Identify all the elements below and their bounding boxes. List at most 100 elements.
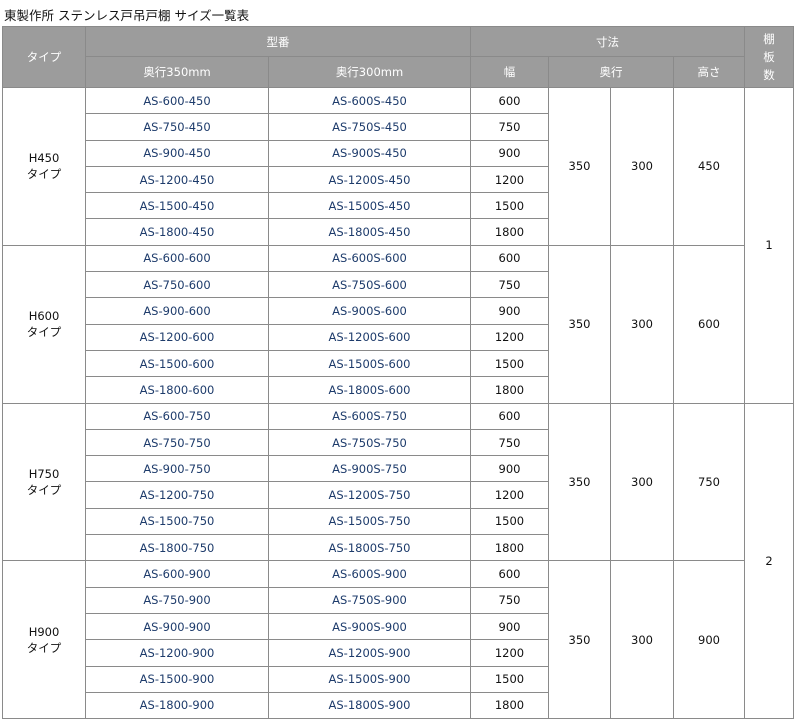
height-cell: 600 xyxy=(673,244,745,404)
model-300-cell: AS-750S-900 xyxy=(268,586,471,614)
model-350-cell: AS-900-450 xyxy=(85,139,269,167)
width-cell: 1800 xyxy=(470,376,549,404)
header-dims: 寸法 xyxy=(470,26,745,57)
model-300-cell: AS-600S-900 xyxy=(268,560,471,588)
header-depth: 奥行 xyxy=(548,56,674,88)
model-350-cell: AS-1500-450 xyxy=(85,192,269,220)
model-350-cell: AS-1500-750 xyxy=(85,507,269,536)
table-row: H450 タイプ AS-600-450 AS-600S-450 600 350 300 45… xyxy=(2,86,794,404)
type-cell: H450 タイプ xyxy=(2,87,86,246)
model-350-cell: AS-1200-600 xyxy=(85,323,269,351)
model-350-cell: AS-600-750 xyxy=(85,402,269,430)
width-cell: 750 xyxy=(470,428,549,457)
width-cell: 900 xyxy=(470,455,549,483)
depth350-cell: 350 xyxy=(548,402,611,562)
table-row: AS-1800-900 AS-1800S-900 1800 xyxy=(3,691,794,720)
width-cell: 600 xyxy=(470,244,549,273)
shelves-cell: 1 xyxy=(744,87,794,404)
depth300-cell: 300 xyxy=(610,244,674,404)
model-300-cell: AS-750S-600 xyxy=(268,271,471,299)
height-cell: 900 xyxy=(673,560,745,720)
model-350-cell: AS-750-450 xyxy=(85,113,269,141)
model-300-cell: AS-900S-450 xyxy=(268,139,471,167)
model-300-cell: AS-750S-450 xyxy=(268,113,471,141)
width-cell: 1800 xyxy=(470,691,549,720)
height-cell: 750 xyxy=(673,402,745,562)
table-row: AS-1200-450 AS-1200S-450 1200 xyxy=(3,165,794,194)
table-row: AS-900-600 AS-900S-600 900 xyxy=(3,297,794,325)
width-cell: 1800 xyxy=(470,534,549,562)
model-300-cell: AS-1800S-600 xyxy=(268,376,471,404)
model-350-cell: AS-1800-600 xyxy=(85,376,269,404)
size-table: タイプ 型番 寸法 棚 板 数 奥行350mm 奥行300mm 幅 奥行 高さ … xyxy=(2,26,794,720)
model-300-cell: AS-600S-750 xyxy=(268,402,471,430)
page-title: 東製作所 ステンレス戸吊戸棚 サイズ一覧表 xyxy=(4,8,250,23)
header-shelves: 棚 板 数 xyxy=(744,26,794,88)
model-300-cell: AS-1200S-750 xyxy=(268,481,471,509)
depth350-cell: 350 xyxy=(548,560,611,720)
model-300-cell: AS-1800S-750 xyxy=(268,534,471,562)
model-300-cell: AS-1500S-900 xyxy=(268,665,471,693)
width-cell: 600 xyxy=(470,86,549,115)
width-cell: 600 xyxy=(470,402,549,430)
model-300-cell: AS-1500S-450 xyxy=(268,192,471,220)
model-300-cell: AS-900S-750 xyxy=(268,455,471,483)
height-cell: 450 xyxy=(673,87,745,246)
depth300-cell: 300 xyxy=(610,87,674,246)
header-depth300: 奥行300mm xyxy=(268,56,471,88)
table-row: AS-1200-600 AS-1200S-600 1200 xyxy=(3,323,794,351)
width-cell: 1500 xyxy=(470,192,549,220)
type-cell: H600 タイプ xyxy=(2,244,86,404)
model-300-cell: AS-1800S-450 xyxy=(268,218,471,246)
model-300-cell: AS-900S-900 xyxy=(268,612,471,641)
model-350-cell: AS-600-600 xyxy=(85,244,269,273)
model-300-cell: AS-1200S-900 xyxy=(268,639,471,667)
model-350-cell: AS-1200-450 xyxy=(85,165,269,194)
table-row: AS-1800-600 AS-1800S-600 1800 xyxy=(3,376,794,404)
width-cell: 900 xyxy=(470,297,549,325)
model-300-cell: AS-600S-450 xyxy=(268,86,471,115)
model-350-cell: AS-1800-900 xyxy=(85,691,269,720)
table-row: AS-1500-450 AS-1500S-450 1500 xyxy=(3,192,794,220)
model-350-cell: AS-750-750 xyxy=(85,428,269,457)
model-350-cell: AS-900-600 xyxy=(85,297,269,325)
model-350-cell: AS-600-450 xyxy=(85,86,269,115)
model-350-cell: AS-1200-750 xyxy=(85,481,269,509)
table-row: AS-750-750 AS-750S-750 750 xyxy=(3,428,794,457)
type-cell: H900 タイプ xyxy=(2,560,86,720)
model-350-cell: AS-1500-600 xyxy=(85,349,269,378)
header-width: 幅 xyxy=(470,56,549,88)
table-row: AS-1800-450 AS-1800S-450 1800 xyxy=(3,218,794,246)
width-cell: 750 xyxy=(470,113,549,141)
model-300-cell: AS-1200S-600 xyxy=(268,323,471,351)
type-cell: H750 タイプ xyxy=(2,402,86,562)
depth350-cell: 350 xyxy=(548,87,611,246)
model-350-cell: AS-900-900 xyxy=(85,612,269,641)
width-cell: 900 xyxy=(470,139,549,167)
width-cell: 1200 xyxy=(470,165,549,194)
width-cell: 750 xyxy=(470,271,549,299)
model-350-cell: AS-1500-900 xyxy=(85,665,269,693)
width-cell: 600 xyxy=(470,560,549,588)
model-300-cell: AS-750S-750 xyxy=(268,428,471,457)
table-row: AS-1200-900 AS-1200S-900 1200 xyxy=(3,639,794,667)
width-cell: 1800 xyxy=(470,218,549,246)
model-350-cell: AS-900-750 xyxy=(85,455,269,483)
shelves-cell: 2 xyxy=(744,402,794,720)
header-type: タイプ xyxy=(2,26,86,88)
table-row: AS-1500-750 AS-1500S-750 1500 xyxy=(3,507,794,536)
table-row: AS-750-450 AS-750S-450 750 xyxy=(3,113,794,141)
model-350-cell: AS-750-900 xyxy=(85,586,269,614)
table-row: AS-1500-900 AS-1500S-900 1500 xyxy=(3,665,794,693)
width-cell: 1200 xyxy=(470,323,549,351)
model-300-cell: AS-600S-600 xyxy=(268,244,471,273)
header-depth350: 奥行350mm xyxy=(85,56,269,88)
width-cell: 1500 xyxy=(470,349,549,378)
model-350-cell: AS-1200-900 xyxy=(85,639,269,667)
table-row: AS-750-900 AS-750S-900 750 xyxy=(3,586,794,614)
depth300-cell: 300 xyxy=(610,402,674,562)
table-row: AS-1800-750 AS-1800S-750 1800 xyxy=(3,534,794,562)
table-row: AS-1500-600 AS-1500S-600 1500 xyxy=(3,349,794,378)
table-row: H600 タイプ AS-600-600 AS-600S-600 600 350 300 60… xyxy=(2,244,794,404)
depth300-cell: 300 xyxy=(610,560,674,720)
